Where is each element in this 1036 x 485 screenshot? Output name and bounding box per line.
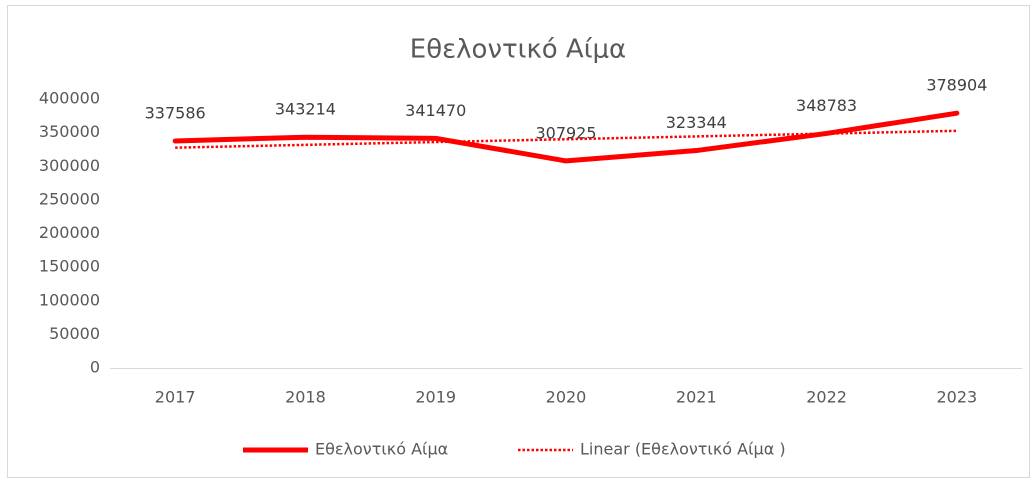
x-tick-label: 2019 <box>415 388 456 407</box>
y-tick-label: 300000 <box>39 156 100 175</box>
data-label: 337586 <box>145 103 206 122</box>
legend-label: Linear (Εθελοντικό Αίμα ) <box>580 440 786 459</box>
x-tick-label: 2020 <box>546 388 587 407</box>
x-tick-label: 2021 <box>676 388 717 407</box>
y-tick-label: 0 <box>90 358 100 377</box>
y-tick-label: 400000 <box>39 89 100 108</box>
chart-title: Εθελοντικό Αίμα <box>410 35 626 65</box>
legend-label: Εθελοντικό Αίμα <box>315 440 448 459</box>
x-tick-label: 2018 <box>285 388 326 407</box>
data-label: 378904 <box>926 76 987 95</box>
y-tick-label: 50000 <box>49 324 100 343</box>
data-label: 348783 <box>796 96 857 115</box>
x-tick-label: 2022 <box>806 388 847 407</box>
chart-frame <box>7 5 1030 478</box>
x-tick-label: 2017 <box>155 388 196 407</box>
data-label: 341470 <box>405 101 466 120</box>
data-line <box>172 110 960 164</box>
y-tick-label: 350000 <box>39 122 100 141</box>
y-tick-label: 150000 <box>39 257 100 276</box>
y-tick-label: 250000 <box>39 189 100 208</box>
y-tick-label: 200000 <box>39 223 100 242</box>
data-label: 343214 <box>275 100 336 119</box>
y-tick-label: 100000 <box>39 290 100 309</box>
x-tick-label: 2023 <box>936 388 977 407</box>
data-label: 323344 <box>666 113 727 132</box>
